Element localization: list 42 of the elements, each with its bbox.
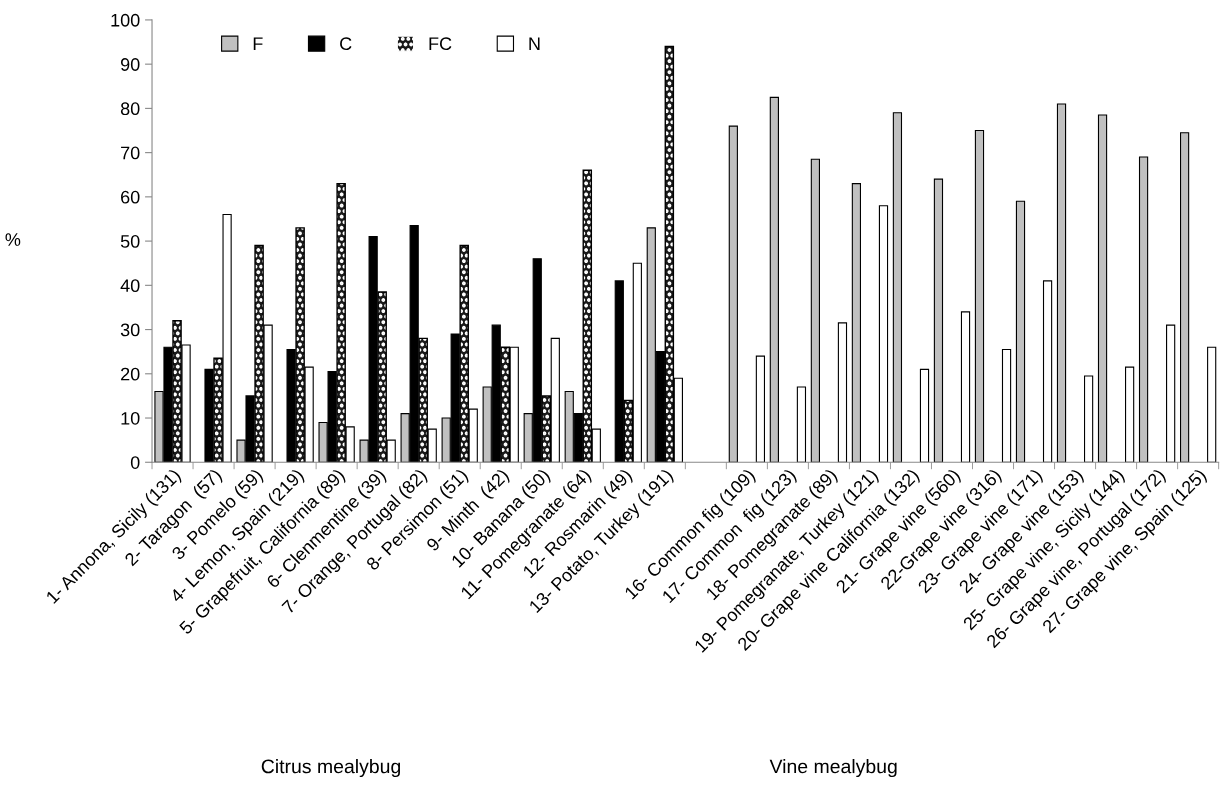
legend-label: C [340,37,352,51]
bar [851,183,862,463]
y-axis-title: % [5,233,21,246]
legend-label: N [529,37,540,50]
bar [1207,346,1217,463]
y-tick-label: 70 [121,146,140,160]
y-tick-label: 80 [120,102,140,116]
bar [892,112,903,463]
bar [933,178,944,463]
bar [810,158,820,463]
bar [755,355,766,463]
bar [1056,103,1067,463]
bar [1042,280,1053,463]
bar [919,368,930,463]
y-tick-label: 40 [120,279,140,293]
bar [1083,375,1094,463]
y-tick-label: 50 [120,235,140,248]
bar [960,311,971,463]
bar [769,96,779,463]
bar [1097,114,1108,463]
bar [974,129,985,463]
y-tick-label: 20 [121,367,140,381]
y-tick-label: 10 [121,411,140,425]
y-tick-label: 0 [130,456,140,469]
bar [878,205,889,463]
y-tick-label: 30 [120,323,140,337]
text: Citrus mealybug [261,759,401,778]
legend-label: F [253,37,263,50]
bar [1015,200,1026,463]
bar [796,386,807,463]
text: Vine mealybug [769,759,897,778]
bar [1179,132,1190,463]
bar [1001,348,1012,463]
bar [728,125,738,463]
y-tick-label: 60 [121,190,140,204]
y-tick-label: 90 [120,58,140,71]
bar [1166,324,1176,463]
legend-label: FC [429,37,452,51]
y-tick-label: 100 [111,13,140,27]
bar [1138,156,1149,463]
bar [1125,366,1135,463]
bar [837,322,848,463]
